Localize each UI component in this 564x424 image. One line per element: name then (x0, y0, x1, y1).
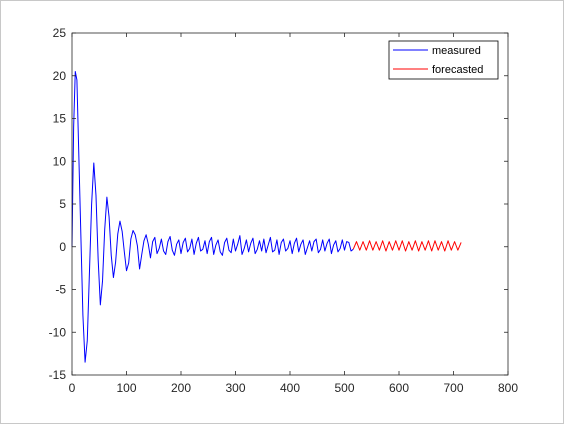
series-layer (71, 70, 462, 363)
y-tick-label: 5 (59, 197, 66, 211)
x-tick-label: 600 (389, 381, 409, 395)
x-tick-label: 200 (171, 381, 191, 395)
series-line-forecasted (352, 240, 462, 252)
plot-area (72, 33, 508, 375)
legend-label-forecasted: forecasted (432, 64, 483, 76)
y-tick-label: 25 (53, 26, 67, 40)
legend-box (388, 40, 499, 80)
y-tick-label: 15 (53, 112, 67, 126)
axis-layer: 0 100 200 300 400 500 600 700 800 -15 -10 -5 0 5 10 15 2… (49, 26, 519, 395)
y-tick-label: 10 (53, 154, 67, 168)
x-tick-label: 300 (225, 381, 245, 395)
y-tick-label: -15 (49, 368, 67, 382)
y-tick-label: -5 (55, 283, 66, 297)
x-tick-label: 0 (69, 381, 76, 395)
x-tick-label: 100 (116, 381, 136, 395)
x-tick-label: 400 (280, 381, 300, 395)
series-line-measured (71, 70, 354, 363)
y-tick-label: 20 (53, 69, 67, 83)
legend: measured forecasted (388, 40, 499, 80)
legend-label-measured: measured (432, 45, 481, 57)
x-tick-label: 800 (498, 381, 518, 395)
x-tick-label: 700 (443, 381, 463, 395)
y-tick-label: 0 (59, 240, 66, 254)
x-tick-label: 500 (334, 381, 354, 395)
y-tick-label: -10 (49, 325, 67, 339)
